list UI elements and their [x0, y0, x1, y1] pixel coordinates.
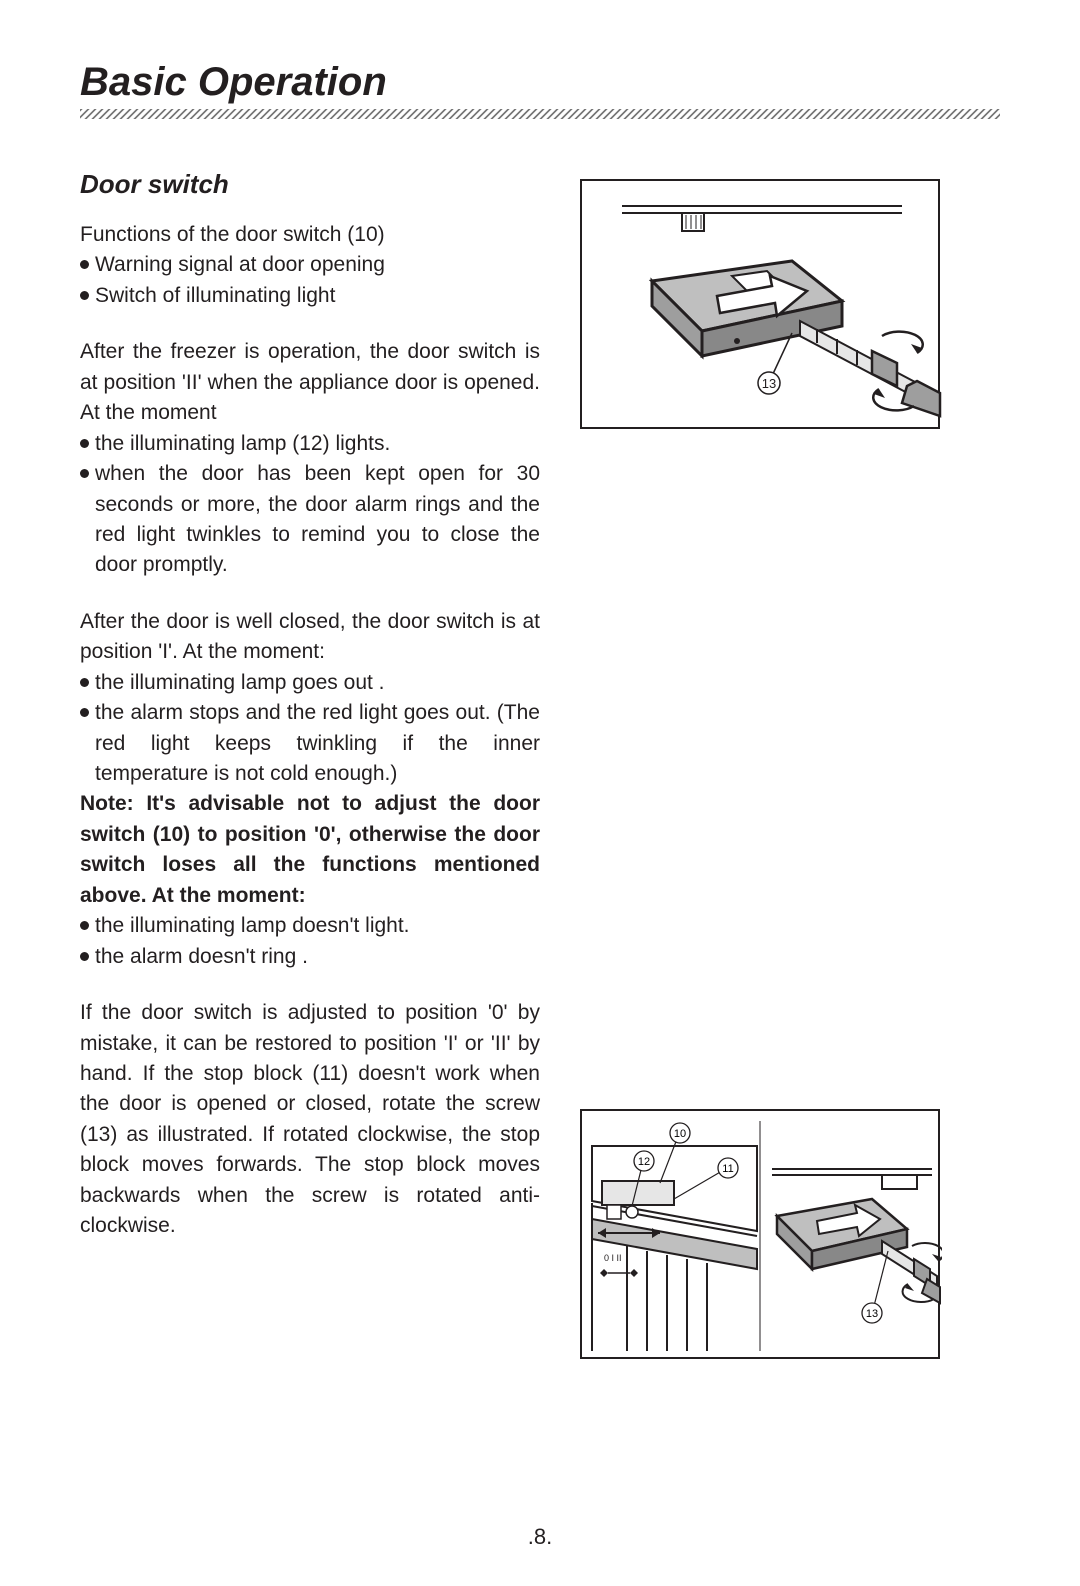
bullet-icon	[80, 260, 89, 269]
decorative-rule	[80, 109, 1000, 119]
bullet-item: the illuminating lamp doesn't light.	[80, 911, 540, 941]
figure-column: 13	[580, 169, 960, 1359]
intro-line: Functions of the door switch (10)	[80, 220, 540, 250]
bullet-text: the alarm stops and the red light goes o…	[95, 698, 540, 789]
bullet-text: the illuminating lamp (12) lights.	[95, 429, 390, 459]
svg-text:13: 13	[866, 1308, 878, 1320]
paragraph: If the door switch is adjusted to positi…	[80, 998, 540, 1242]
bullet-text: the illuminating lamp doesn't light.	[95, 911, 410, 941]
bullet-item: the illuminating lamp goes out .	[80, 668, 540, 698]
bullet-item: the illuminating lamp (12) lights.	[80, 429, 540, 459]
svg-text:0 I II: 0 I II	[604, 1253, 622, 1263]
bullet-icon	[80, 678, 89, 687]
bullet-item: Switch of illuminating light	[80, 281, 540, 311]
bullet-icon	[80, 921, 89, 930]
svg-text:12: 12	[638, 1156, 650, 1168]
paragraph: After the door is well closed, the door …	[80, 607, 540, 668]
bullet-icon	[80, 952, 89, 961]
bullet-text: the alarm doesn't ring .	[95, 942, 308, 972]
section-title: Door switch	[80, 169, 540, 200]
bullet-icon	[80, 469, 89, 478]
svg-text:10: 10	[674, 1128, 686, 1140]
bullet-item: Warning signal at door opening	[80, 250, 540, 280]
bullet-item: when the door has been kept open for 30 …	[80, 459, 540, 581]
callout-13: 13	[762, 376, 776, 391]
bullet-item: the alarm stops and the red light goes o…	[80, 698, 540, 789]
svg-text:11: 11	[722, 1163, 733, 1175]
bullet-icon	[80, 291, 89, 300]
page-number: .8.	[0, 1524, 1080, 1550]
door-switch-assembly-diagram-icon: 0 I II 10 12 11	[582, 1111, 942, 1361]
note-bold: Note: It's advisable not to adjust the d…	[80, 789, 540, 911]
bullet-text: when the door has been kept open for 30 …	[95, 459, 540, 581]
bullet-icon	[80, 708, 89, 717]
figure-top: 13	[580, 179, 940, 429]
paragraph: After the freezer is operation, the door…	[80, 337, 540, 428]
bullet-icon	[80, 439, 89, 448]
door-switch-diagram-icon: 13	[582, 181, 942, 431]
bullet-text: Warning signal at door opening	[95, 250, 385, 280]
figure-bottom: 0 I II 10 12 11	[580, 1109, 940, 1359]
text-column: Door switch Functions of the door switch…	[80, 169, 540, 1359]
content-columns: Door switch Functions of the door switch…	[80, 169, 1000, 1359]
bullet-text: Switch of illuminating light	[95, 281, 335, 311]
bullet-item: the alarm doesn't ring .	[80, 942, 540, 972]
bullet-text: the illuminating lamp goes out .	[95, 668, 385, 698]
page-title: Basic Operation	[80, 60, 1000, 105]
